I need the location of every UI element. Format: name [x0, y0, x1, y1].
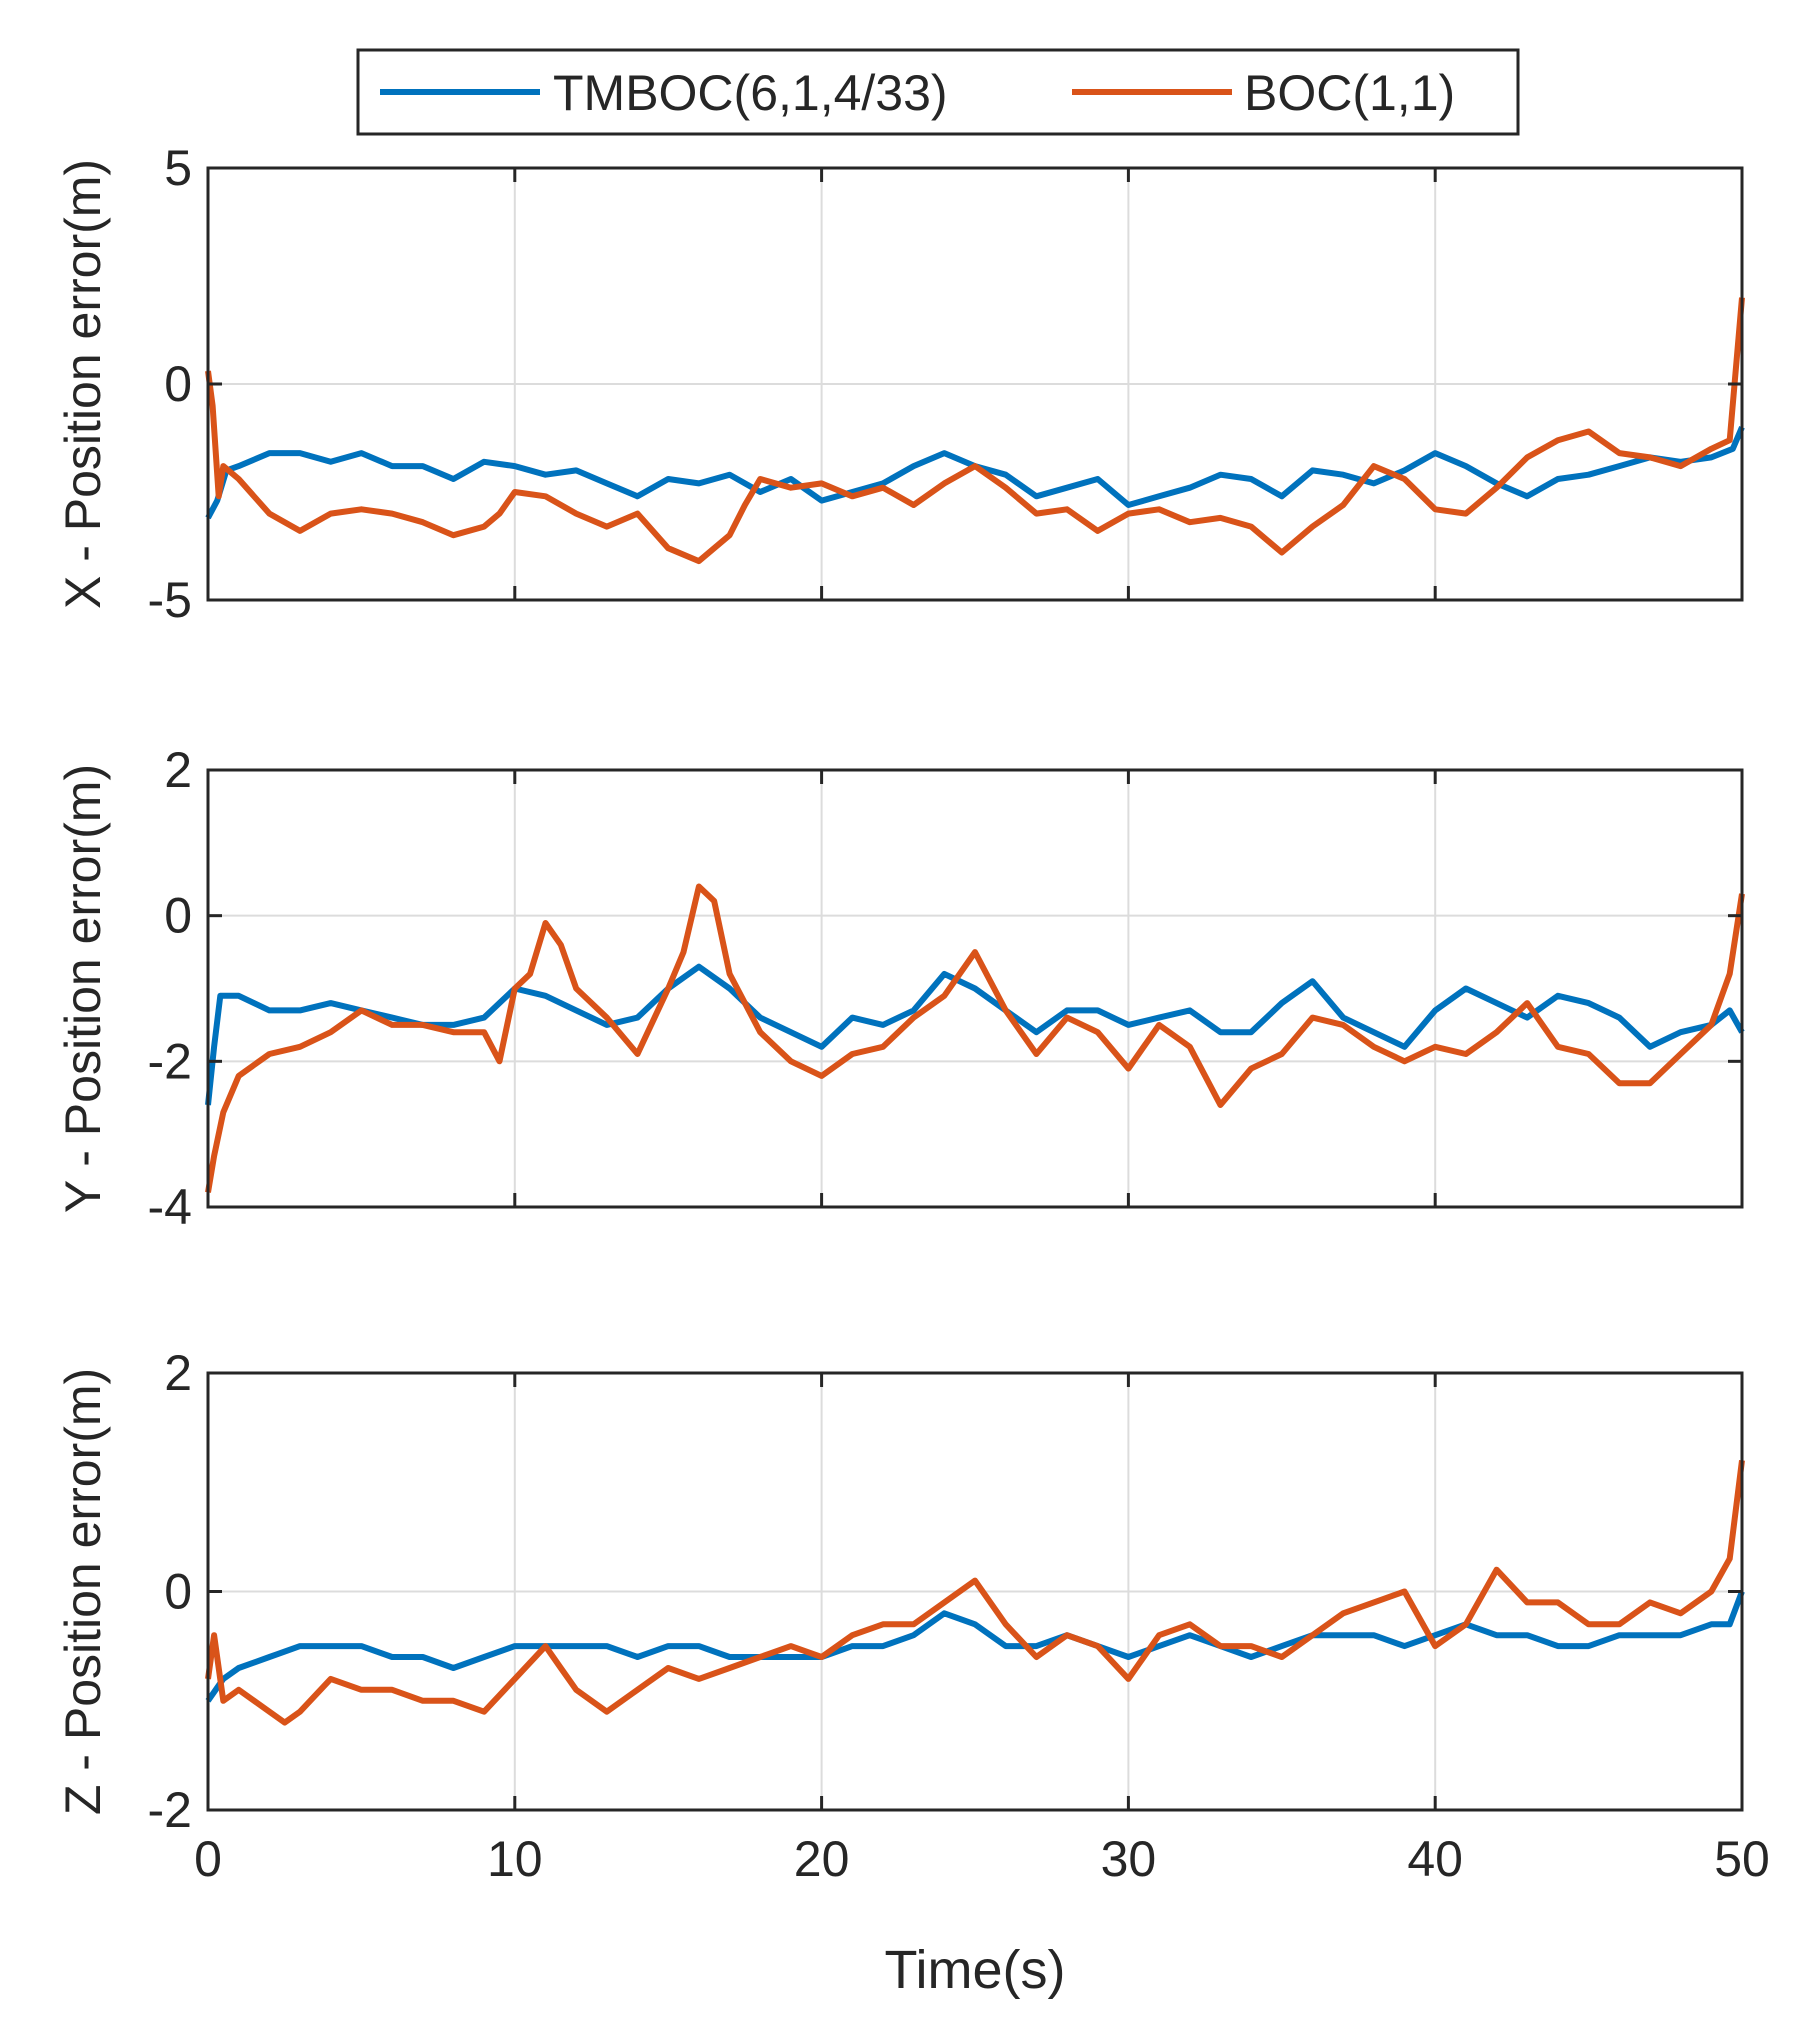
x-tick-label: 20	[794, 1831, 850, 1887]
legend-label-boc: BOC(1,1)	[1244, 65, 1455, 121]
series-line-tmboc-z	[205, 1590, 1745, 1703]
y-axis-label-y: Y - Position error(m)	[55, 764, 111, 1213]
y-tick-label: -2	[148, 1782, 192, 1838]
legend-label-tmboc: TMBOC(6,1,4/33)	[553, 65, 948, 121]
series-line-boc-x	[205, 297, 1745, 565]
series-line-boc-y	[205, 883, 1745, 1193]
y-tick-label: 0	[164, 1564, 192, 1620]
series-line-boc-z	[205, 1460, 1745, 1726]
y-tick-label: 0	[164, 356, 192, 412]
x-tick-label: 30	[1101, 1831, 1157, 1887]
y-tick-label: 0	[164, 888, 192, 944]
y-tick-label: -5	[148, 572, 192, 628]
x-tick-label: 10	[487, 1831, 543, 1887]
x-axis-label: Time(s)	[885, 1940, 1066, 2000]
x-tick-label: 0	[194, 1831, 222, 1887]
subplot-x: -5 0 5 X - Position error(m)	[55, 140, 1745, 628]
y-axis-label-z: Z - Position error(m)	[55, 1368, 111, 1815]
x-tick-label: 50	[1714, 1831, 1770, 1887]
y-tick-label: -2	[148, 1033, 192, 1089]
legend: TMBOC(6,1,4/33) BOC(1,1)	[356, 48, 1520, 136]
y-tick-label: -4	[148, 1179, 192, 1235]
legend-box	[356, 48, 1520, 136]
x-tick-label: 40	[1407, 1831, 1463, 1887]
y-tick-label: 5	[164, 140, 192, 196]
axes-box-y	[206, 768, 1744, 1209]
y-axis-label-x: X - Position error(m)	[55, 159, 111, 609]
y-tick-label: 2	[164, 742, 192, 798]
y-tick-label: 2	[164, 1345, 192, 1401]
subplot-y: -4 -2 0 2 Y - Position error(m)	[55, 742, 1745, 1235]
